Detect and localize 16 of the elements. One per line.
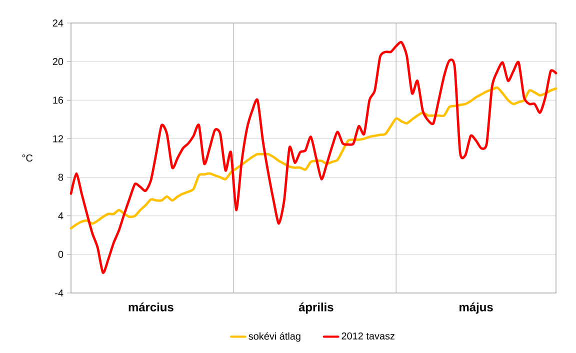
y-tick-label: 8 — [58, 174, 64, 181]
x-tick-label: április — [298, 302, 334, 314]
y-tick-label: 12 — [53, 135, 63, 142]
y-tick-label: 24 — [52, 20, 64, 26]
line-series — [70, 86, 558, 230]
y-tick-label: 0 — [58, 250, 64, 258]
legend-label: 2012 tavasz — [342, 332, 394, 340]
y-tick-label: 20 — [52, 58, 64, 66]
x-tick-label: március — [128, 302, 174, 312]
y-tick-label: -4 — [55, 290, 64, 296]
y-tick-label: 16 — [53, 96, 64, 104]
legend-label: sokévi átlag — [248, 332, 300, 342]
line-series — [70, 41, 558, 274]
y-axis-title: °C — [22, 154, 33, 162]
x-tick-label: május — [460, 302, 493, 314]
y-tick-label: 4 — [58, 212, 64, 220]
